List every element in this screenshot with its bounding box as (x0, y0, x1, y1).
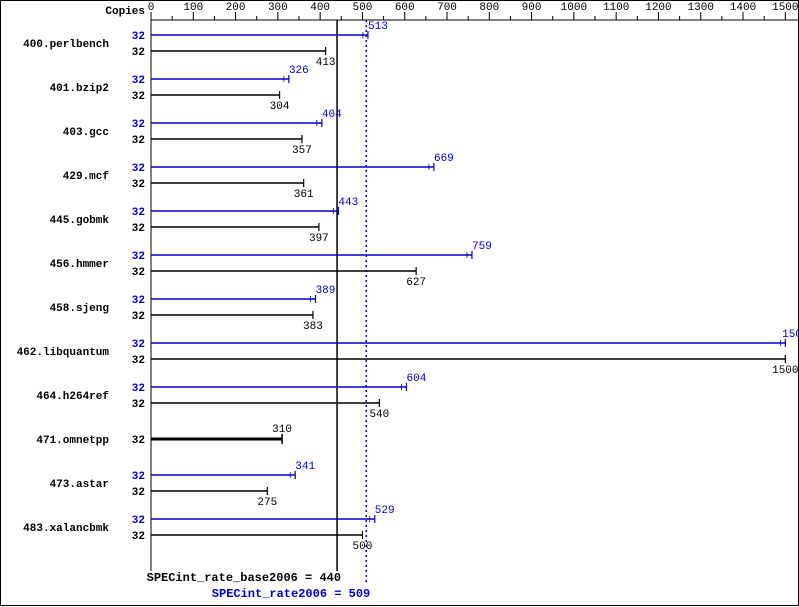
peak-value: 443 (338, 197, 358, 209)
benchmark-name: 429.mcf (63, 171, 110, 183)
peak-copies: 32 (132, 515, 145, 527)
peak-value: 341 (295, 461, 315, 473)
base-copies: 32 (132, 223, 145, 235)
benchmark-name: 483.xalancbmk (23, 523, 109, 535)
base-value: 627 (406, 277, 426, 289)
axis-tick-label: 600 (395, 2, 415, 14)
peak-copies: 32 (132, 295, 145, 307)
rate-summary: SPECint_rate2006 = 509 (212, 587, 370, 601)
peak-value: 1500 (782, 329, 799, 341)
base-copies: 32 (132, 91, 145, 103)
axis-tick-label: 1300 (688, 2, 714, 14)
base-copies: 32 (132, 267, 145, 279)
peak-value: 529 (375, 505, 395, 517)
axis-tick-label: 700 (437, 2, 457, 14)
base-copies: 32 (132, 179, 145, 191)
base-copies: 32 (132, 47, 145, 59)
base-value: 275 (257, 497, 277, 509)
benchmark-name: 403.gcc (63, 127, 109, 139)
benchmark-name: 445.gobmk (50, 215, 110, 227)
peak-value: 604 (407, 373, 427, 385)
peak-copies: 32 (132, 75, 145, 87)
base-summary: SPECint_rate_base2006 = 440 (147, 571, 341, 585)
axis-tick-label: 300 (268, 2, 288, 14)
peak-copies: 32 (132, 383, 145, 395)
base-value: 397 (309, 233, 329, 245)
peak-copies: 32 (132, 471, 145, 483)
peak-value: 326 (289, 65, 309, 77)
benchmark-name: 458.sjeng (50, 303, 109, 315)
axis-tick-label: 0 (148, 2, 155, 14)
peak-copies: 32 (132, 163, 145, 175)
copies-header: Copies (105, 6, 145, 18)
benchmark-name: 400.perlbench (23, 39, 109, 51)
base-value: 540 (369, 409, 389, 421)
axis-tick-label: 200 (226, 2, 246, 14)
peak-value: 669 (434, 153, 454, 165)
peak-value: 759 (472, 241, 492, 253)
base-value: 1500 (772, 365, 798, 377)
axis-tick-label: 500 (353, 2, 373, 14)
peak-copies: 32 (132, 119, 145, 131)
axis-tick-label: 100 (183, 2, 203, 14)
base-value: 413 (316, 57, 336, 69)
benchmark-name: 473.astar (50, 479, 109, 491)
base-value: 310 (272, 424, 292, 436)
axis-tick-label: 1200 (645, 2, 671, 14)
base-value: 383 (303, 321, 323, 333)
axis-tick-label: 1100 (603, 2, 629, 14)
peak-value: 513 (368, 21, 388, 33)
peak-copies: 32 (132, 251, 145, 263)
axis-tick-label: 1500 (772, 2, 798, 14)
axis-tick-label: 900 (522, 2, 542, 14)
base-value: 357 (292, 145, 312, 157)
benchmark-name: 471.omnetpp (36, 435, 109, 447)
base-value: 500 (353, 541, 373, 553)
base-copies: 32 (132, 399, 145, 411)
peak-copies: 32 (132, 339, 145, 351)
base-copies: 32 (132, 311, 145, 323)
base-value: 361 (294, 189, 314, 201)
spec-rate-chart: 0 100 200 300 400 500 600 700 800 900 1000 1100 1200… (0, 0, 799, 606)
axis-tick-label: 1000 (561, 2, 587, 14)
peak-value: 389 (316, 285, 336, 297)
benchmark-name: 462.libquantum (17, 347, 110, 359)
base-copies: 32 (132, 135, 145, 147)
base-value: 304 (270, 101, 290, 113)
copies-value: 32 (132, 435, 145, 447)
benchmark-name: 464.h264ref (36, 391, 109, 403)
peak-value: 404 (322, 109, 342, 121)
base-copies: 32 (132, 355, 145, 367)
axis-tick-label: 800 (479, 2, 499, 14)
axis-tick-label: 400 (310, 2, 330, 14)
peak-copies: 32 (132, 31, 145, 43)
peak-copies: 32 (132, 207, 145, 219)
benchmark-name: 456.hmmer (50, 259, 109, 271)
axis-tick-label: 1400 (730, 2, 756, 14)
base-copies: 32 (132, 487, 145, 499)
base-copies: 32 (132, 531, 145, 543)
benchmark-name: 401.bzip2 (50, 83, 109, 95)
